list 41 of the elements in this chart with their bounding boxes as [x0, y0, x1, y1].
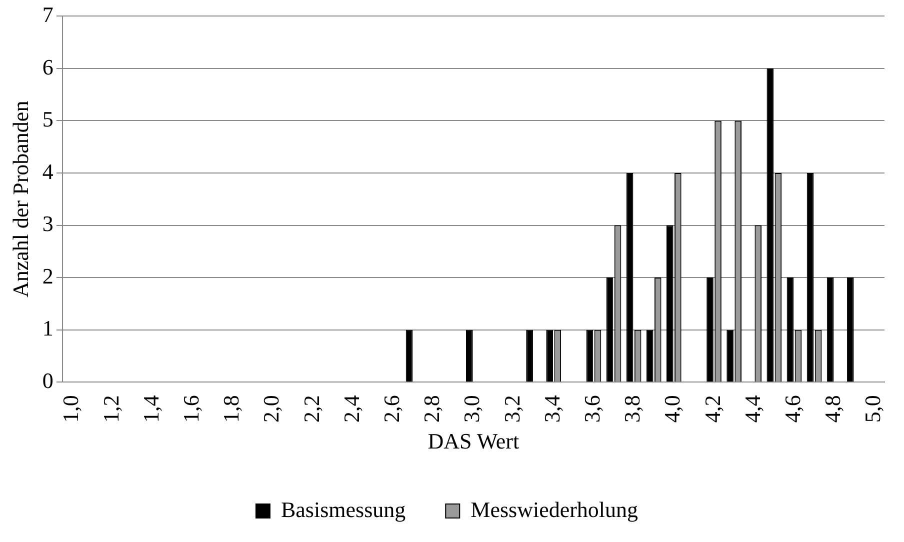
bar: [826, 278, 834, 382]
x-tick-label: 5,0: [860, 395, 886, 423]
x-tick-label: 1,4: [138, 395, 164, 423]
y-tick-label: 4: [42, 158, 54, 184]
x-tick-label: 1,6: [178, 395, 204, 423]
y-tick-label: 1: [42, 316, 54, 341]
x-tick-label: 2,8: [419, 395, 444, 423]
y-axis-title: Anzahl der Probanden: [8, 100, 33, 298]
y-tick-label: 6: [42, 54, 54, 80]
x-tick-label: 3,0: [459, 395, 484, 423]
x-tick-label: 4,0: [660, 395, 685, 423]
x-tick-label: 2,0: [258, 395, 284, 423]
bar: [726, 330, 734, 382]
x-tick-label: 2,2: [298, 395, 324, 423]
y-tick-label: 0: [42, 368, 54, 393]
x-tick-label: 3,8: [620, 395, 645, 423]
x-tick-label: 4,8: [820, 395, 846, 423]
bar: [406, 330, 413, 382]
x-tick-label: 1,8: [218, 395, 244, 423]
x-tick-label: 4,6: [780, 395, 805, 423]
bar: [526, 330, 533, 382]
y-tick-label: 3: [42, 211, 54, 236]
x-tick-label: 3,6: [580, 395, 604, 423]
y-tick-label: 2: [42, 263, 54, 288]
bar: [466, 330, 473, 382]
legend-label: Messwiederholung: [470, 496, 638, 522]
x-tick-label: 1,2: [98, 395, 124, 423]
x-tick-label: 2,6: [379, 395, 404, 423]
bar: [666, 225, 674, 382]
bar: [846, 278, 854, 382]
legend-label: Basismessung: [280, 496, 406, 522]
x-tick-label: 1,0: [58, 395, 84, 423]
x-tick-label: 4,2: [700, 395, 725, 423]
x-tick-label: 2,4: [338, 395, 364, 423]
x-tick-label: 3,4: [539, 395, 564, 423]
y-tick-label: 7: [42, 2, 54, 27]
x-tick-label: 3,2: [499, 395, 524, 423]
y-tick-label: 5: [42, 106, 54, 132]
bar: [706, 278, 714, 382]
x-tick-label: 4,4: [740, 395, 765, 423]
x-axis-title: DAS Wert: [428, 428, 520, 454]
